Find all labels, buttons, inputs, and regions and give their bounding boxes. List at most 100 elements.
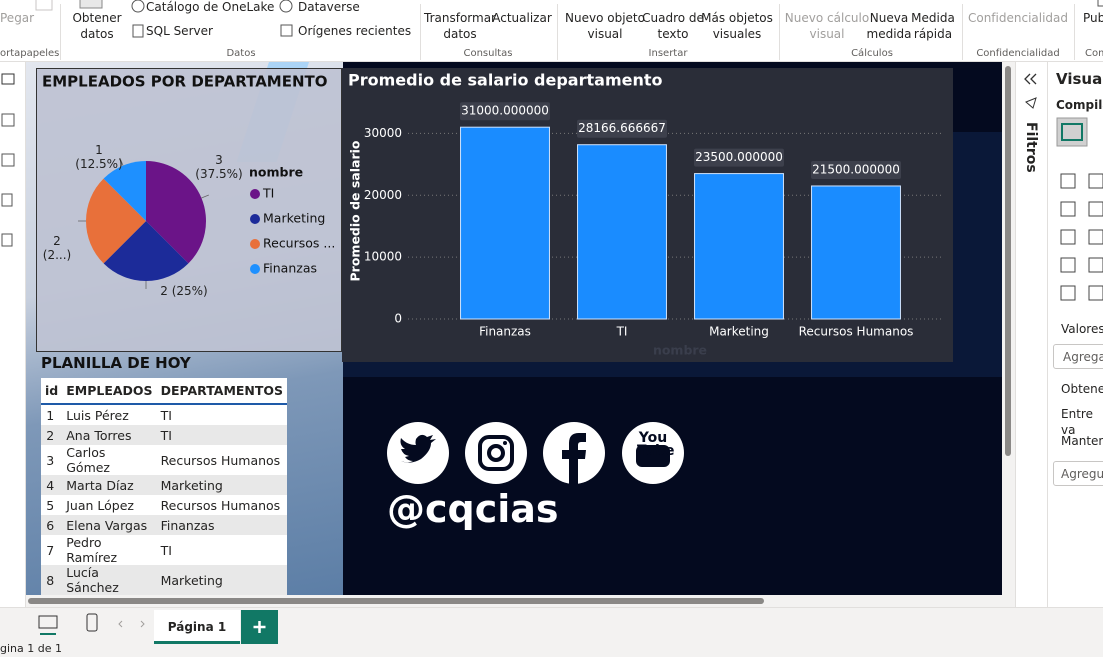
- column-header[interactable]: EMPLEADOS: [62, 378, 157, 405]
- legend-label: Recursos ...: [263, 236, 335, 251]
- filters-label[interactable]: Filtros: [1023, 122, 1039, 173]
- table-row: 7 Pedro Ramírez TI: [41, 535, 288, 565]
- table-row: 8 Lucía Sánchez Marketing: [41, 565, 288, 595]
- model-view-icon[interactable]: [1, 153, 15, 167]
- drill-well[interactable]: [1053, 461, 1103, 486]
- sensitivity-button[interactable]: Confidencialidad: [967, 11, 1069, 25]
- visual-icon[interactable]: [1088, 285, 1103, 301]
- y-tick-label: 30000: [364, 126, 402, 140]
- table-cell: Carlos Gómez: [62, 445, 157, 475]
- instagram-frame: [478, 435, 514, 471]
- visual-icon[interactable]: [1060, 201, 1076, 217]
- table-cell: Recursos Humanos: [156, 445, 288, 475]
- table-row: 2 Ana Torres TI: [41, 425, 288, 445]
- field-well-label: Valores: [1061, 322, 1103, 336]
- separator: [60, 4, 61, 60]
- data-label-box: [577, 119, 667, 138]
- more-visuals-button[interactable]: Más objetos visuales: [701, 11, 773, 41]
- status-bar: gina 1 de 1: [0, 642, 1103, 656]
- column-header[interactable]: id: [41, 378, 63, 405]
- filters-pane[interactable]: Filtros: [1015, 62, 1047, 607]
- publish-button[interactable]: Pub: [1083, 11, 1103, 25]
- group-label: Consultas: [463, 48, 513, 59]
- refresh-button[interactable]: Actualizar: [492, 11, 552, 25]
- transform-button[interactable]: Transformar datos: [424, 11, 496, 41]
- visual-icon[interactable]: [1088, 173, 1103, 189]
- x-tick-label: Marketing: [709, 325, 769, 339]
- table-cell: TI: [156, 404, 288, 425]
- leader-line: [201, 194, 209, 199]
- column-header[interactable]: DEPARTAMENTOS: [156, 378, 288, 405]
- get-data-icon: [79, 0, 103, 9]
- visual-icon[interactable]: [1088, 257, 1103, 273]
- table-cell: Lucía Sánchez: [62, 565, 157, 595]
- visual-icon[interactable]: [1060, 285, 1076, 301]
- data-label-box: [460, 102, 550, 121]
- new-visual-button[interactable]: Nuevo objeto visual: [565, 11, 645, 41]
- table-cell: 4: [41, 475, 63, 495]
- table-row: 5 Juan López Recursos Humanos: [41, 495, 288, 515]
- build-tab[interactable]: Compilar: [1056, 98, 1103, 112]
- data-label: 28166.666667: [578, 121, 666, 135]
- table-cell: 1: [41, 404, 63, 425]
- dataverse-button[interactable]: Dataverse: [298, 0, 360, 14]
- tmdl-view-icon[interactable]: [1, 233, 13, 247]
- table-cell: Marketing: [156, 475, 288, 495]
- table-cell: Marketing: [156, 565, 288, 595]
- drill-option[interactable]: Entre va: [1061, 407, 1093, 437]
- add-page-button[interactable]: [241, 610, 278, 644]
- table-cell: 3: [41, 445, 63, 475]
- scroll-thumb[interactable]: [1005, 66, 1011, 456]
- visual-icon[interactable]: [1060, 173, 1076, 189]
- quick-measure-button[interactable]: Medida rápida: [911, 11, 955, 41]
- visual-icon[interactable]: [1088, 201, 1103, 217]
- dax-view-icon[interactable]: [1, 193, 13, 207]
- drill-well-placeholder[interactable]: Agregue: [1061, 467, 1103, 481]
- publish-icon: [1097, 0, 1103, 7]
- field-well[interactable]: [1053, 344, 1103, 369]
- visual-icon[interactable]: [1088, 229, 1103, 245]
- pie-visual[interactable]: EMPLEADOS POR DEPARTAMENTO nombre TI Mark…: [36, 68, 342, 352]
- instagram-lens: [487, 444, 505, 462]
- legend-label: Marketing: [263, 211, 325, 226]
- sql-server-button[interactable]: SQL Server: [146, 24, 213, 38]
- table-cell: TI: [156, 535, 288, 565]
- collapse-chevrons[interactable]: [1024, 73, 1037, 85]
- field-well-placeholder[interactable]: Agregar: [1063, 350, 1103, 364]
- bar: [694, 173, 784, 320]
- paste-button[interactable]: Pegar: [0, 11, 35, 25]
- ribbon: Pegar ortapapeles Obtener datos Catálogo…: [0, 0, 1103, 62]
- horizontal-scrollbar[interactable]: [28, 598, 764, 604]
- table-cell: Finanzas: [156, 515, 288, 535]
- table-row: 6 Elena Vargas Finanzas: [41, 515, 288, 535]
- keep-filters-label[interactable]: Mantene: [1061, 434, 1103, 448]
- bar: [811, 185, 901, 320]
- mobile-icon[interactable]: [86, 613, 98, 632]
- report-view-icon[interactable]: [1, 73, 15, 85]
- get-data-button[interactable]: Obtener datos: [72, 11, 122, 41]
- view-sidebar: [0, 62, 26, 607]
- table[interactable]: id EMPLEADOS DEPARTAMENTOS 1 Luis Pérez TI 2 An…: [41, 378, 288, 595]
- desktop-icon[interactable]: [38, 615, 58, 629]
- youtube-badge: [636, 445, 670, 467]
- recent-sources-button[interactable]: Orígenes recientes: [298, 24, 412, 38]
- twitter-bird: [400, 434, 436, 463]
- visual-icon[interactable]: [1060, 257, 1076, 273]
- table-cell: 2: [41, 425, 63, 445]
- bar-visual[interactable]: Promedio de salario departamento Promedi…: [342, 68, 953, 362]
- data-label: 1 (12.5%): [75, 143, 123, 171]
- vertical-scrollbar[interactable]: [1003, 62, 1013, 595]
- view-switch-icons: [38, 613, 145, 635]
- legend-title: nombre: [249, 165, 303, 180]
- text-box-button[interactable]: Cuadro de texto: [642, 11, 704, 41]
- visual-calc-button[interactable]: Nuevo cálculo visual: [784, 11, 870, 41]
- leader-line: [119, 158, 124, 166]
- page-tab[interactable]: Página 1: [154, 610, 240, 644]
- table-body: 1 Luis Pérez TI 2 Ana Torres TI 3 Carlos Gómez R…: [41, 404, 288, 595]
- onelake-button[interactable]: Catálogo de OneLake: [146, 0, 275, 14]
- page-nav-arrows[interactable]: [118, 620, 145, 628]
- new-measure-button[interactable]: Nueva medida: [866, 11, 912, 41]
- table-view-icon[interactable]: [1, 113, 15, 127]
- visual-icon[interactable]: [1060, 229, 1076, 245]
